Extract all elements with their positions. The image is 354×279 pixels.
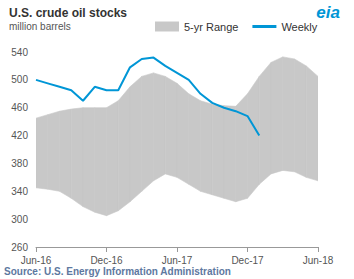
svg-text:540: 540 (11, 47, 28, 58)
svg-text:Jun-17: Jun-17 (162, 255, 193, 266)
svg-text:Source: U.S. Energy Informatio: Source: U.S. Energy Information Administ… (4, 266, 231, 277)
svg-text:260: 260 (11, 242, 28, 253)
svg-text:5-yr Range: 5-yr Range (184, 21, 238, 33)
svg-text:million barrels: million barrels (9, 21, 71, 32)
svg-text:U.S. crude oil stocks: U.S. crude oil stocks (9, 6, 127, 20)
svg-text:Weekly: Weekly (281, 21, 317, 33)
svg-text:500: 500 (11, 74, 28, 85)
svg-text:300: 300 (11, 214, 28, 225)
svg-text:340: 340 (11, 186, 28, 197)
svg-text:eia: eia (316, 3, 340, 22)
svg-text:Dec-16: Dec-16 (90, 255, 123, 266)
svg-text:420: 420 (11, 130, 28, 141)
svg-text:Jun-18: Jun-18 (303, 255, 334, 266)
svg-text:Jun-16: Jun-16 (21, 255, 52, 266)
svg-text:Dec-17: Dec-17 (231, 255, 264, 266)
svg-text:380: 380 (11, 158, 28, 169)
svg-text:460: 460 (11, 102, 28, 113)
